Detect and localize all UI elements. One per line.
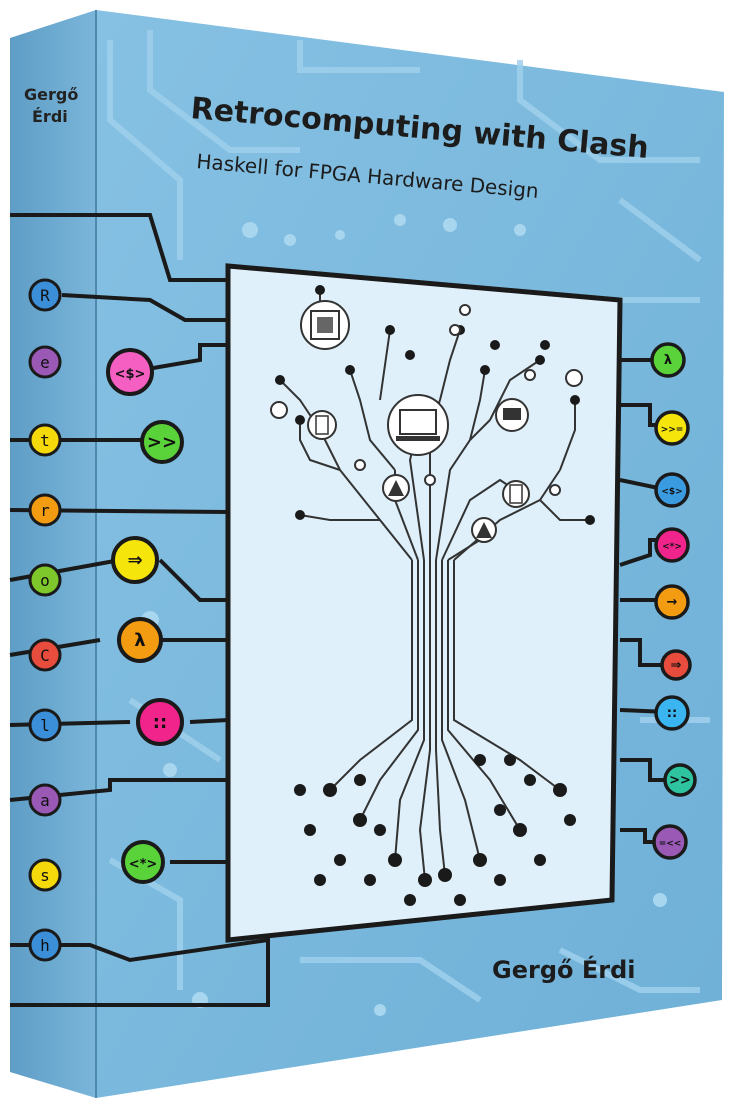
- left-operator-badge: λ: [117, 617, 163, 663]
- spine-letter: e: [40, 353, 50, 372]
- right-badge-symbol: >>=: [661, 425, 684, 435]
- right-operator-badge: ::: [654, 695, 690, 731]
- background-circuit-traces: [107, 30, 710, 1003]
- spine-letter-badge: C: [28, 638, 62, 672]
- spine-letter-badge: o: [28, 563, 62, 597]
- spine-letter: r: [40, 501, 50, 520]
- handheld-device-icon: [502, 480, 530, 508]
- left-operator-badge: <$>: [106, 348, 154, 396]
- spine-letter-badge: R: [28, 278, 62, 312]
- right-badge-symbol: <$>: [661, 487, 682, 497]
- left-operator-badge: >>: [140, 420, 184, 464]
- home-icon: [270, 369, 583, 419]
- spine-letter-badge: l: [28, 708, 62, 742]
- right-badge-symbol: =<<: [659, 839, 682, 849]
- left-badge-symbol: ::: [153, 712, 167, 733]
- left-operator-badge: ⇒: [111, 536, 159, 584]
- right-operator-badge: <$>: [654, 472, 690, 508]
- right-operator-badge: ⇒: [660, 649, 692, 681]
- spine-letter: a: [40, 791, 50, 810]
- left-badge-symbol: <$>: [115, 367, 146, 382]
- computer-monitor-icon: [387, 394, 449, 456]
- right-badge-symbol: >>: [669, 773, 691, 788]
- cover-author: Gergő Érdi: [492, 955, 635, 984]
- spine-letter: t: [40, 431, 50, 450]
- left-operator-badges: <$>>>⇒λ::<*>: [106, 348, 184, 884]
- spine-letter-badge: t: [28, 423, 62, 457]
- left-badge-symbol: λ: [134, 630, 145, 651]
- right-operator-badge: =<<: [652, 824, 688, 860]
- alien-icon: [471, 517, 497, 543]
- spine-letter: s: [40, 866, 50, 885]
- spine-letter-badge: e: [28, 345, 62, 379]
- right-badge-symbol: ⇒: [671, 658, 682, 673]
- circuit-tree-nodes: [275, 285, 595, 906]
- spine-letter-badge: a: [28, 783, 62, 817]
- left-badge-symbol: <*>: [129, 857, 158, 872]
- left-badge-symbol: ⇒: [127, 550, 142, 571]
- left-badge-symbol: >>: [147, 432, 177, 453]
- right-badge-symbol: λ: [664, 353, 672, 368]
- spine-letter-group: Re t r o Cl a s h: [28, 278, 62, 962]
- left-operator-badge: <*>: [121, 840, 165, 884]
- right-operator-badge: λ: [650, 342, 686, 378]
- right-badge-symbol: →: [667, 595, 678, 610]
- spine-author-last: Érdi: [32, 107, 68, 126]
- circuit-tree-hollow-nodes: [354, 304, 561, 496]
- spine-letter-badge: r: [28, 493, 62, 527]
- left-circuit-wires: [9, 213, 270, 1007]
- spine-letter: o: [40, 571, 50, 590]
- space-invader-icon: [495, 398, 529, 432]
- right-operator-badge: <*>: [654, 527, 690, 563]
- right-badge-symbol: <*>: [662, 542, 682, 552]
- arcade-ship-icon: [382, 474, 410, 502]
- calculator-icon: [307, 410, 337, 440]
- right-operator-badges: λ>>=<$><*>→⇒::>>=<<: [650, 342, 697, 860]
- left-operator-badge: ::: [136, 698, 184, 746]
- spine-letter-badge: h: [28, 928, 62, 962]
- spine-letter: l: [40, 716, 50, 735]
- memory-chip-icon: [300, 300, 350, 350]
- book-spine: [10, 10, 96, 1098]
- spine-letter: R: [40, 286, 50, 305]
- right-operator-badge: >>: [663, 763, 697, 797]
- background-dots: [141, 214, 667, 1016]
- right-badge-symbol: ::: [667, 706, 677, 721]
- right-operator-badge: →: [654, 584, 690, 620]
- spine-letter-badge: s: [28, 858, 62, 892]
- spine-author-first: Gergő: [24, 85, 78, 104]
- right-operator-badge: >>=: [654, 410, 690, 446]
- spine-letter: C: [40, 646, 50, 665]
- spine-letter: h: [40, 936, 50, 955]
